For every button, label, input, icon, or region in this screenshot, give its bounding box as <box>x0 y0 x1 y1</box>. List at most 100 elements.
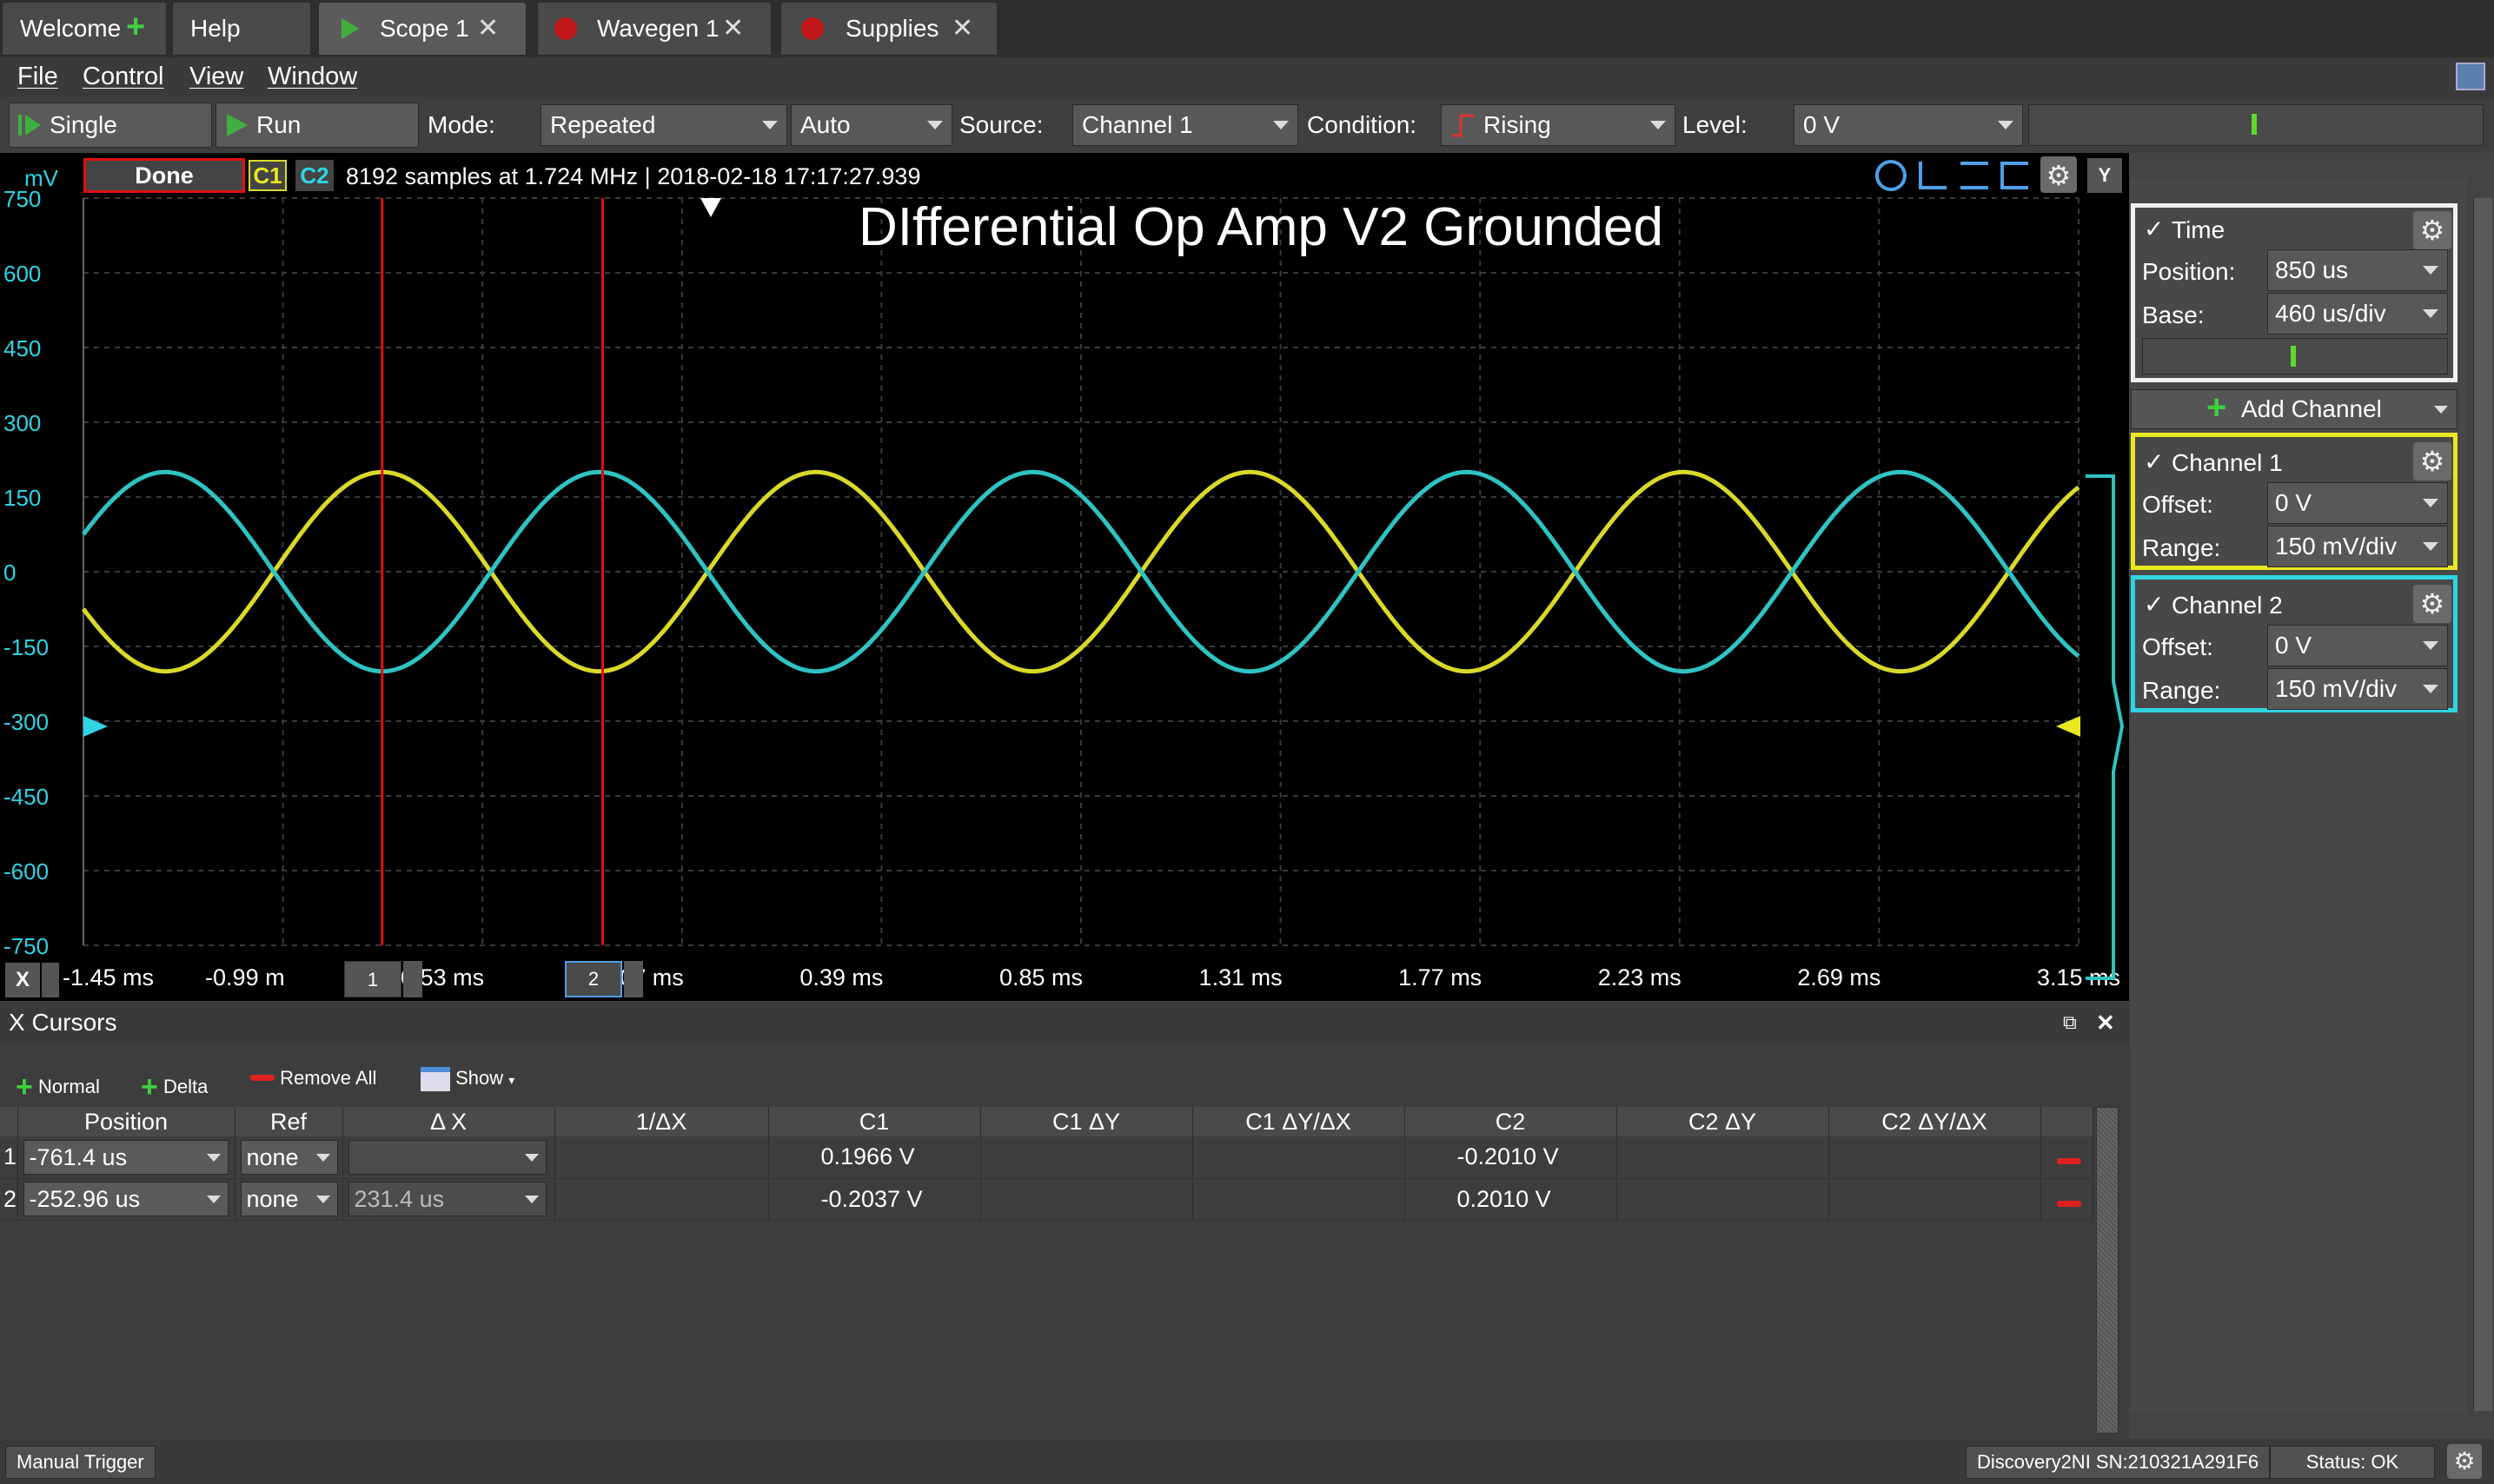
source-select[interactable]: Channel 1 <box>1072 104 1298 146</box>
c1-offset-marker-icon[interactable] <box>83 716 108 737</box>
table-scrollbar[interactable] <box>2096 1107 2119 1434</box>
range-value: 150 mV/div <box>2275 533 2398 560</box>
cursor-2-tag-dropdown[interactable] <box>624 961 643 997</box>
x-cursors-panel: X Cursors ⧉ ✕ + Normal + Delta Remove Al… <box>0 1001 2129 1439</box>
channel-1-range-input[interactable]: 150 mV/div <box>2267 526 2448 567</box>
c1-cell: -0.2037 V <box>768 1178 981 1221</box>
c1-toggle[interactable]: C1 <box>249 160 287 191</box>
gear-icon[interactable]: ⚙ <box>2040 156 2077 193</box>
chevron-down-icon <box>206 1153 221 1162</box>
zoom-icon[interactable] <box>1875 160 1907 191</box>
mode-select[interactable]: Repeated <box>541 104 787 146</box>
remove-cursor-icon[interactable] <box>2057 1200 2081 1207</box>
cursor-2-tag[interactable]: 2 <box>565 961 622 997</box>
gear-icon[interactable]: ⚙ <box>2413 585 2451 623</box>
position-input[interactable]: -761.4 us <box>23 1139 229 1175</box>
auto-select[interactable]: Auto <box>791 104 952 146</box>
close-icon[interactable]: ✕ <box>952 14 974 43</box>
show-button[interactable]: Show ▾ <box>421 1067 514 1092</box>
level-input[interactable]: 0 V <box>1794 104 2023 146</box>
inv-dx-cell <box>554 1136 769 1179</box>
panel-scrollbar[interactable] <box>2473 198 2492 1411</box>
trigger-level-marker-icon[interactable] <box>2056 716 2080 737</box>
tab-scope[interactable]: Scope 1 ✕ <box>318 2 527 56</box>
c2-dydx-cell <box>1828 1136 2041 1179</box>
tab-welcome[interactable]: Welcome + <box>2 2 167 56</box>
remove-all-button[interactable]: Remove All <box>250 1067 376 1090</box>
delta-button[interactable]: + Delta <box>141 1067 208 1103</box>
cursor-1-tag-dropdown[interactable] <box>403 961 422 997</box>
source-label: Source: <box>959 111 1044 138</box>
col-c2-dydx: C2 ΔY/ΔX <box>1828 1107 2041 1136</box>
condition-select[interactable]: Rising <box>1441 104 1675 146</box>
channel-2-checkbox[interactable]: ✓ <box>2144 591 2165 618</box>
base-input[interactable]: 460 us/div <box>2267 293 2448 335</box>
condition-value: Rising <box>1483 111 1551 138</box>
ref-select[interactable]: none <box>240 1139 338 1175</box>
undock-icon[interactable]: ⧉ <box>2063 1011 2077 1033</box>
trigger-status-box <box>2028 104 2484 146</box>
position-input[interactable]: 850 us <box>2267 249 2448 291</box>
cursor-1-tag[interactable]: 1 <box>344 961 401 997</box>
col-c2: C2 <box>1404 1107 1617 1136</box>
status-bar: Manual Trigger Discovery2NI SN:210321A29… <box>0 1439 2494 1484</box>
col-c1: C1 <box>768 1107 981 1136</box>
normal-button[interactable]: + Normal <box>16 1067 100 1103</box>
time-checkbox[interactable]: ✓ <box>2144 215 2165 242</box>
offset-label: Offset: <box>2142 633 2213 660</box>
table-row: 1 -761.4 us none 0.1966 V -0.2010 V <box>0 1136 2093 1179</box>
dx-input[interactable]: 231.4 us <box>348 1182 547 1216</box>
y-axis-button[interactable]: Y <box>2087 158 2122 193</box>
zoom-fit-icon[interactable] <box>2000 162 2028 189</box>
chevron-down-icon <box>2434 406 2448 414</box>
play-icon <box>227 114 248 136</box>
dx-input[interactable] <box>348 1139 547 1175</box>
window-restore-icon[interactable] <box>2456 63 2485 90</box>
remove-cursor-icon[interactable] <box>2057 1158 2081 1165</box>
tab-help[interactable]: Help <box>172 2 311 56</box>
offset-value: 0 V <box>2275 632 2312 659</box>
c1-dy-cell <box>980 1178 1193 1221</box>
zoom-y-icon[interactable] <box>1960 162 1988 189</box>
gear-icon[interactable]: ⚙ <box>2413 211 2451 249</box>
c1-dydx-cell <box>1192 1136 1405 1179</box>
x-axis-dropdown[interactable] <box>42 963 59 997</box>
run-button[interactable]: Run <box>216 103 419 148</box>
y-tick-label: 0 <box>3 560 16 586</box>
trigger-position-marker-icon[interactable] <box>700 198 721 217</box>
manual-trigger-button[interactable]: Manual Trigger <box>5 1446 156 1479</box>
chevron-down-icon <box>524 1153 539 1162</box>
chevron-down-icon <box>315 1196 330 1203</box>
close-icon[interactable]: ✕ <box>477 14 500 43</box>
menu-file[interactable]: File <box>17 63 58 90</box>
menu-window[interactable]: Window <box>268 63 358 90</box>
x-tick-label: 2.69 ms <box>1797 964 1880 990</box>
x-tick-label: -1.45 ms <box>63 964 154 990</box>
add-channel-button[interactable]: + Add Channel <box>2131 388 2458 429</box>
zoom-x-icon[interactable] <box>1919 162 1947 189</box>
chevron-down-icon <box>2423 499 2438 507</box>
gear-icon[interactable]: ⚙ <box>2447 1444 2482 1479</box>
x-axis-button[interactable]: X <box>5 963 40 997</box>
ref-select[interactable]: none <box>240 1182 338 1216</box>
channel-2-offset-input[interactable]: 0 V <box>2267 625 2448 666</box>
time-title: Time <box>2172 216 2225 243</box>
menu-control[interactable]: Control <box>83 63 164 90</box>
channel-2-range-input[interactable]: 150 mV/div <box>2267 668 2448 710</box>
acquisition-info: 8192 samples at 1.724 MHz | 2018-02-18 1… <box>346 163 921 189</box>
base-label: Base: <box>2142 301 2205 328</box>
close-icon[interactable]: ✕ <box>722 14 745 43</box>
channel-1-offset-input[interactable]: 0 V <box>2267 482 2448 524</box>
c2-toggle[interactable]: C2 <box>295 160 334 191</box>
tab-supplies[interactable]: Supplies ✕ <box>780 2 998 56</box>
tab-scope-label: Scope 1 <box>380 15 469 42</box>
tab-wavegen[interactable]: Wavegen 1 ✕ <box>537 2 772 56</box>
gear-icon[interactable]: ⚙ <box>2413 442 2451 480</box>
channel-1-checkbox[interactable]: ✓ <box>2144 448 2165 475</box>
position-input[interactable]: -252.96 us <box>23 1182 229 1216</box>
single-button[interactable]: Single <box>9 103 212 148</box>
close-icon[interactable]: ✕ <box>2096 1010 2115 1036</box>
position-value: -252.96 us <box>29 1186 141 1212</box>
time-status-box <box>2142 338 2448 374</box>
menu-view[interactable]: View <box>189 63 244 90</box>
